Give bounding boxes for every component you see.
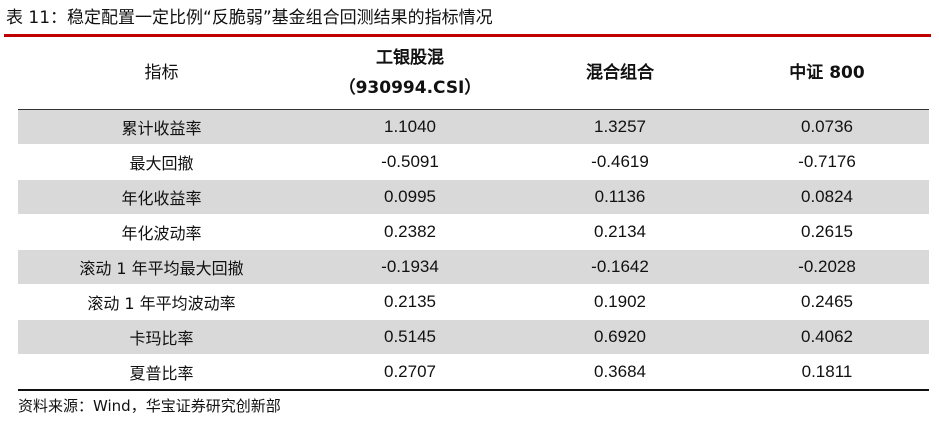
cell-fund-value: 1.1040 [305, 109, 515, 145]
cell-mixed-value: 1.3257 [515, 109, 725, 145]
row-label: 最大回撤 [18, 144, 305, 180]
row-label: 年化收益率 [18, 179, 305, 215]
cell-fund-value: 0.2135 [305, 284, 515, 320]
cell-csi800-value: 0.4062 [725, 319, 929, 355]
table-row: 夏普比率 0.2707 0.3684 0.1811 [18, 354, 929, 391]
cell-mixed-value: 0.2134 [515, 214, 725, 250]
row-label: 夏普比率 [18, 354, 305, 391]
cell-fund-value: 0.0995 [305, 179, 515, 215]
table-row: 累计收益率 1.1040 1.3257 0.0736 [18, 109, 929, 145]
row-label: 累计收益率 [18, 109, 305, 145]
cell-csi800-value: 0.1811 [725, 354, 929, 391]
cell-csi800-value: 0.0736 [725, 109, 929, 145]
cell-csi800-value: 0.2465 [725, 284, 929, 320]
row-label: 卡玛比率 [18, 319, 305, 355]
cell-csi800-value: -0.7176 [725, 144, 929, 180]
header-metric: 指标 [18, 37, 305, 110]
cell-mixed-value: 0.1902 [515, 284, 725, 320]
header-csi800: 中证 800 [725, 37, 929, 110]
source-note: 资料来源：Wind，华宝证券研究创新部 [18, 397, 281, 415]
cell-fund-value: -0.1934 [305, 249, 515, 285]
cell-fund-value: 0.5145 [305, 319, 515, 355]
header-fund-name: 工银股混 [376, 48, 444, 68]
table-row: 滚动 1 年平均最大回撤 -0.1934 -0.1642 -0.2028 [18, 249, 929, 285]
cell-mixed-value: 0.6920 [515, 319, 725, 355]
cell-mixed-value: 0.3684 [515, 354, 725, 391]
cell-mixed-value: 0.1136 [515, 179, 725, 215]
metrics-table-container: 指标 工银股混 （930994.CSI） 混合组合 中证 800 累计收益率 1.… [18, 37, 929, 391]
cell-fund-value: 0.2707 [305, 354, 515, 391]
row-label: 滚动 1 年平均最大回撤 [18, 249, 305, 285]
cell-csi800-value: 0.0824 [725, 179, 929, 215]
cell-csi800-value: -0.2028 [725, 249, 929, 285]
table-row: 最大回撤 -0.5091 -0.4619 -0.7176 [18, 144, 929, 180]
header-mixed-portfolio: 混合组合 [515, 37, 725, 110]
table-row: 卡玛比率 0.5145 0.6920 0.4062 [18, 319, 929, 355]
table-body: 累计收益率 1.1040 1.3257 0.0736 最大回撤 -0.5091 -0.461… [18, 109, 929, 391]
table-row: 年化收益率 0.0995 0.1136 0.0824 [18, 179, 929, 215]
header-row: 指标 工银股混 （930994.CSI） 混合组合 中证 800 [18, 37, 929, 110]
title-divider [4, 34, 931, 37]
table-row: 滚动 1 年平均波动率 0.2135 0.1902 0.2465 [18, 284, 929, 320]
table-row: 年化波动率 0.2382 0.2134 0.2615 [18, 214, 929, 250]
metrics-table: 指标 工银股混 （930994.CSI） 混合组合 中证 800 累计收益率 1.… [18, 37, 929, 391]
header-fund-index: 工银股混 （930994.CSI） [305, 37, 515, 110]
row-label: 年化波动率 [18, 214, 305, 250]
cell-mixed-value: -0.1642 [515, 249, 725, 285]
cell-csi800-value: 0.2615 [725, 214, 929, 250]
table-title: 表 11：稳定配置一定比例“反脆弱”基金组合回测结果的指标情况 [6, 8, 493, 28]
cell-fund-value: -0.5091 [305, 144, 515, 180]
header-fund-code: （930994.CSI） [338, 78, 482, 98]
cell-mixed-value: -0.4619 [515, 144, 725, 180]
cell-fund-value: 0.2382 [305, 214, 515, 250]
row-label: 滚动 1 年平均波动率 [18, 284, 305, 320]
table-header: 指标 工银股混 （930994.CSI） 混合组合 中证 800 [18, 37, 929, 110]
